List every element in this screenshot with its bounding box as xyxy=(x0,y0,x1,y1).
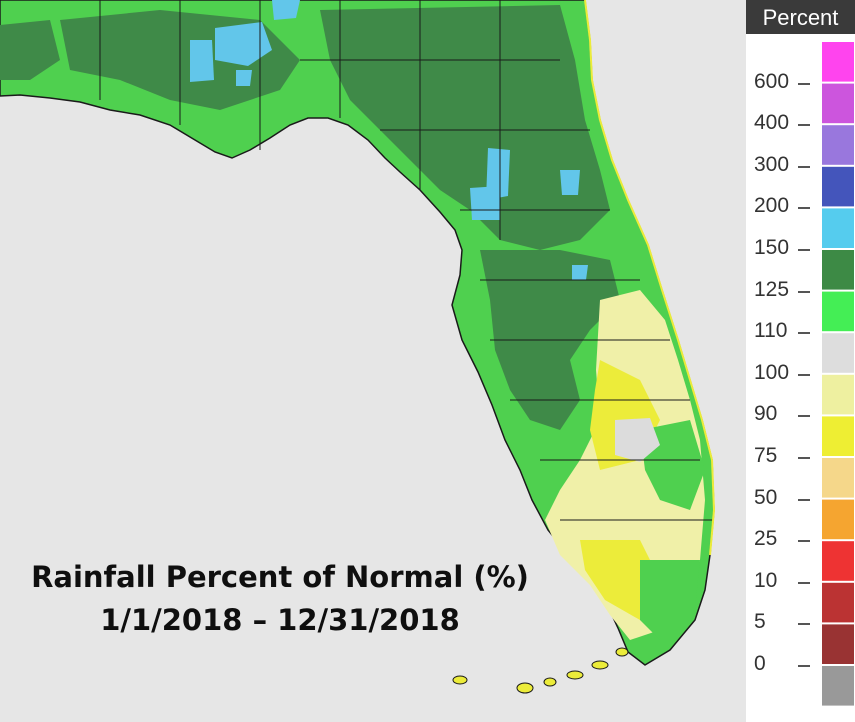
legend-swatch-11 xyxy=(822,499,854,540)
region-blue-2 xyxy=(190,40,214,82)
legend-swatch-9 xyxy=(822,416,854,456)
legend-swatch-7 xyxy=(822,333,854,373)
region-blue-5 xyxy=(470,186,500,220)
map-title: Rainfall Percent of Normal (%) 1/1/2018 … xyxy=(0,558,560,640)
legend-swatch-10 xyxy=(822,458,854,498)
legend-tick-75 xyxy=(798,457,810,459)
legend-label-90: 90 xyxy=(754,402,778,426)
legend-label-600: 600 xyxy=(754,69,790,93)
legend-tick-5 xyxy=(798,623,810,626)
legend-color-bar xyxy=(822,42,854,706)
legend-label-10: 10 xyxy=(754,568,778,592)
legend-label-400: 400 xyxy=(754,111,790,135)
region-dark-green-north xyxy=(320,5,610,250)
county-lines xyxy=(99,0,712,521)
legend-tick-25 xyxy=(798,540,810,543)
legend-swatch-4 xyxy=(822,208,854,248)
legend-swatch-5 xyxy=(822,250,854,290)
legend-tick-125 xyxy=(798,290,810,293)
legend-tick-10 xyxy=(798,581,810,584)
legend-swatch-2 xyxy=(822,125,854,165)
legend-label-300: 300 xyxy=(754,152,790,176)
legend-label-0: 0 xyxy=(754,652,766,675)
region-blue-6 xyxy=(560,170,580,195)
legend-label-100: 100 xyxy=(754,360,790,384)
map-title-line1: Rainfall Percent of Normal (%) xyxy=(31,560,529,594)
region-blue-7 xyxy=(236,70,252,86)
legend-label-5: 5 xyxy=(754,610,766,634)
legend-swatch-14 xyxy=(822,624,854,664)
legend-swatch-3 xyxy=(822,166,854,207)
legend-tick-400 xyxy=(798,124,810,127)
legend-swatch-6 xyxy=(822,291,854,332)
legend-tick-200 xyxy=(798,207,810,210)
florida-rainfall-map xyxy=(0,0,716,694)
legend-label-125: 125 xyxy=(754,277,790,301)
legend-swatch-15 xyxy=(822,666,854,706)
legend-swatch-1 xyxy=(822,83,854,124)
region-blue-8 xyxy=(572,265,588,280)
legend-label-150: 150 xyxy=(754,236,790,259)
legend-label-110: 110 xyxy=(754,319,788,343)
region-blue-3 xyxy=(272,0,300,20)
legend-label-50: 50 xyxy=(754,485,778,509)
map-date-range: 1/1/2018 – 12/31/2018 xyxy=(100,603,460,637)
legend-tick-100 xyxy=(798,373,810,376)
legend-tick-0 xyxy=(798,665,810,667)
legend-tick-300 xyxy=(798,165,810,168)
legend-tick-600 xyxy=(798,82,810,85)
legend-swatch-8 xyxy=(822,374,854,415)
legend-tick-150 xyxy=(798,249,810,251)
legend-tick-90 xyxy=(798,415,810,418)
florida-keys xyxy=(452,647,629,694)
legend-label-25: 25 xyxy=(754,527,778,551)
region-blue-1 xyxy=(215,22,272,66)
color-legend: Percent 600 400 300 200 150 125 110 100 90 75 50 25… xyxy=(746,0,855,722)
legend-swatch-0 xyxy=(822,42,854,82)
region-dark-green-northwest xyxy=(0,20,60,80)
coastline-accent xyxy=(584,0,716,556)
legend-tick-50 xyxy=(798,498,810,501)
legend-label-200: 200 xyxy=(754,194,790,218)
legend-swatch-13 xyxy=(822,582,854,623)
region-green-keys-area xyxy=(640,560,700,640)
legend-swatch-12 xyxy=(822,541,854,581)
legend-tick-110 xyxy=(798,332,810,335)
legend-label-75: 75 xyxy=(754,444,778,467)
legend-header: Percent xyxy=(746,0,855,34)
region-gray-lake-okeechobee xyxy=(615,418,660,462)
